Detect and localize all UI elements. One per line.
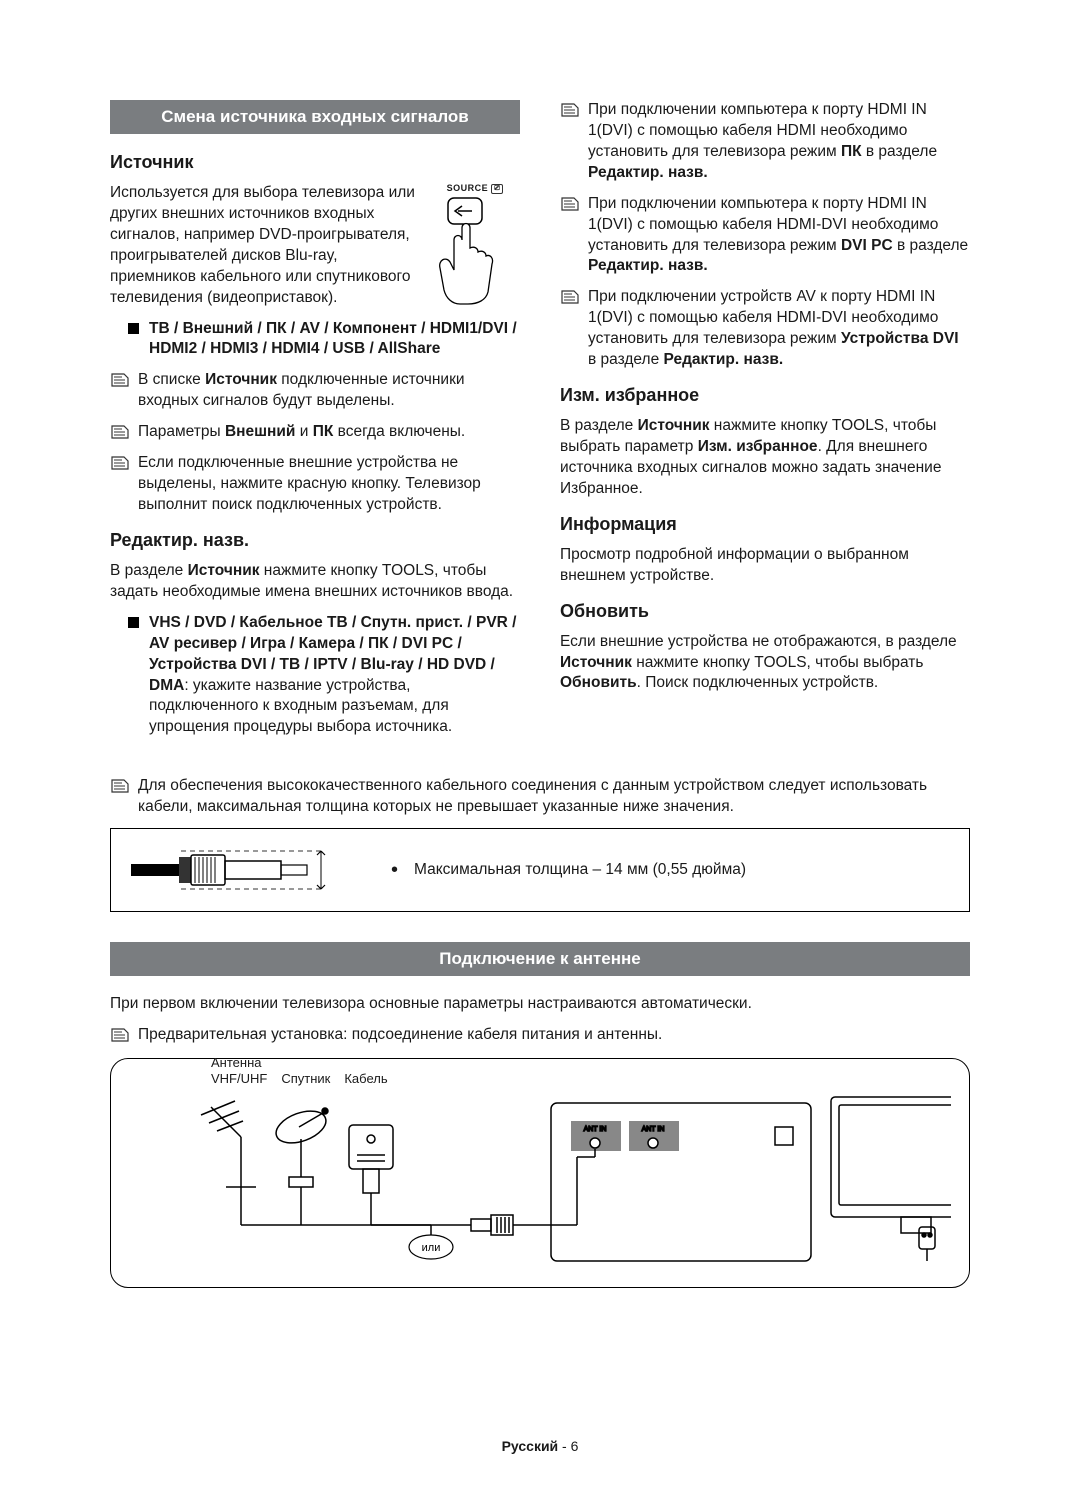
- note-hdmi-dvi-pc: При подключении компьютера к порту HDMI …: [560, 194, 970, 278]
- note-connected-highlighted: В списке Источник подключенные источники…: [110, 370, 520, 412]
- right-column: При подключении компьютера к порту HDMI …: [560, 100, 970, 748]
- hand-press-icon: [430, 196, 500, 306]
- cable-thickness-box: Максимальная толщина – 14 мм (0,55 дюйма…: [110, 828, 970, 912]
- heading-information: Информация: [560, 514, 970, 535]
- antenna-connection-svg: или ANT IN ANT IN: [131, 1077, 951, 1277]
- information-description: Просмотр подробной информации о выбранно…: [560, 545, 970, 587]
- page-footer: Русский - 6: [0, 1438, 1080, 1454]
- source-inputs-text: ТВ / Внешний / ПК / AV / Компонент / HDM…: [149, 319, 520, 361]
- footer-language: Русский: [502, 1438, 559, 1454]
- note-antenna-preset: Предварительная установка: подсоединение…: [110, 1025, 970, 1046]
- note-hdmi-pc: При подключении компьютера к порту HDMI …: [560, 100, 970, 184]
- source-inputs-list: ТВ / Внешний / ПК / AV / Компонент / HDM…: [110, 319, 520, 361]
- edit-name-description: В разделе Источник нажмите кнопку TOOLS,…: [110, 561, 520, 603]
- note-hdmi-dvi-av: При подключении устройств AV к порту HDM…: [560, 287, 970, 371]
- or-label: или: [422, 1242, 441, 1254]
- device-names-list: VHS / DVD / Кабельное ТВ / Спутн. прист.…: [110, 613, 520, 739]
- banner-change-source: Смена источника входных сигналов: [110, 100, 520, 134]
- antenna-auto-setup-text: При первом включении телевизора основные…: [110, 994, 970, 1015]
- note-icon: [110, 424, 130, 440]
- heading-refresh: Обновить: [560, 601, 970, 622]
- cable-max-thickness: Максимальная толщина – 14 мм (0,55 дюйма…: [391, 859, 746, 882]
- heading-source: Источник: [110, 152, 520, 173]
- edit-favorite-description: В разделе Источник нажмите кнопку TOOLS,…: [560, 416, 970, 500]
- note-icon: [560, 196, 580, 212]
- svg-text:ANT IN: ANT IN: [642, 1126, 665, 1133]
- source-label: SOURCE: [447, 183, 489, 193]
- note-icon: [560, 289, 580, 305]
- note-icon: [560, 102, 580, 118]
- svg-text:ANT IN: ANT IN: [584, 1126, 607, 1133]
- banner-antenna-connection: Подключение к антенне: [110, 942, 970, 976]
- note-cable-quality: Для обеспечения высококачественного кабе…: [110, 776, 970, 818]
- note-ext-pc-always-on: Параметры Внешний и ПК всегда включены.: [110, 422, 520, 443]
- cable-illustration: [131, 847, 331, 893]
- left-column: Смена источника входных сигналов Источни…: [110, 100, 520, 748]
- source-button-graphic: SOURCE ⎚: [430, 183, 520, 306]
- note-icon: [110, 778, 130, 794]
- note-icon: [110, 1027, 130, 1043]
- note-icon: [110, 455, 130, 471]
- antenna-section: Подключение к антенне При первом включен…: [110, 942, 970, 1288]
- footer-page: - 6: [558, 1438, 578, 1454]
- heading-edit-favorite: Изм. избранное: [560, 385, 970, 406]
- refresh-description: Если внешние устройства не отображаются,…: [560, 632, 970, 695]
- note-icon: [110, 372, 130, 388]
- heading-edit-name: Редактир. назв.: [110, 530, 520, 551]
- antenna-diagram: Антенна VHF/UHF Спутник Кабель: [110, 1058, 970, 1288]
- cable-section: Для обеспечения высококачественного кабе…: [110, 776, 970, 912]
- note-red-button-search: Если подключенные внешние устройства не …: [110, 453, 520, 516]
- antenna-label-top: Антенна: [211, 1055, 261, 1070]
- main-two-column: Смена источника входных сигналов Источни…: [110, 100, 970, 748]
